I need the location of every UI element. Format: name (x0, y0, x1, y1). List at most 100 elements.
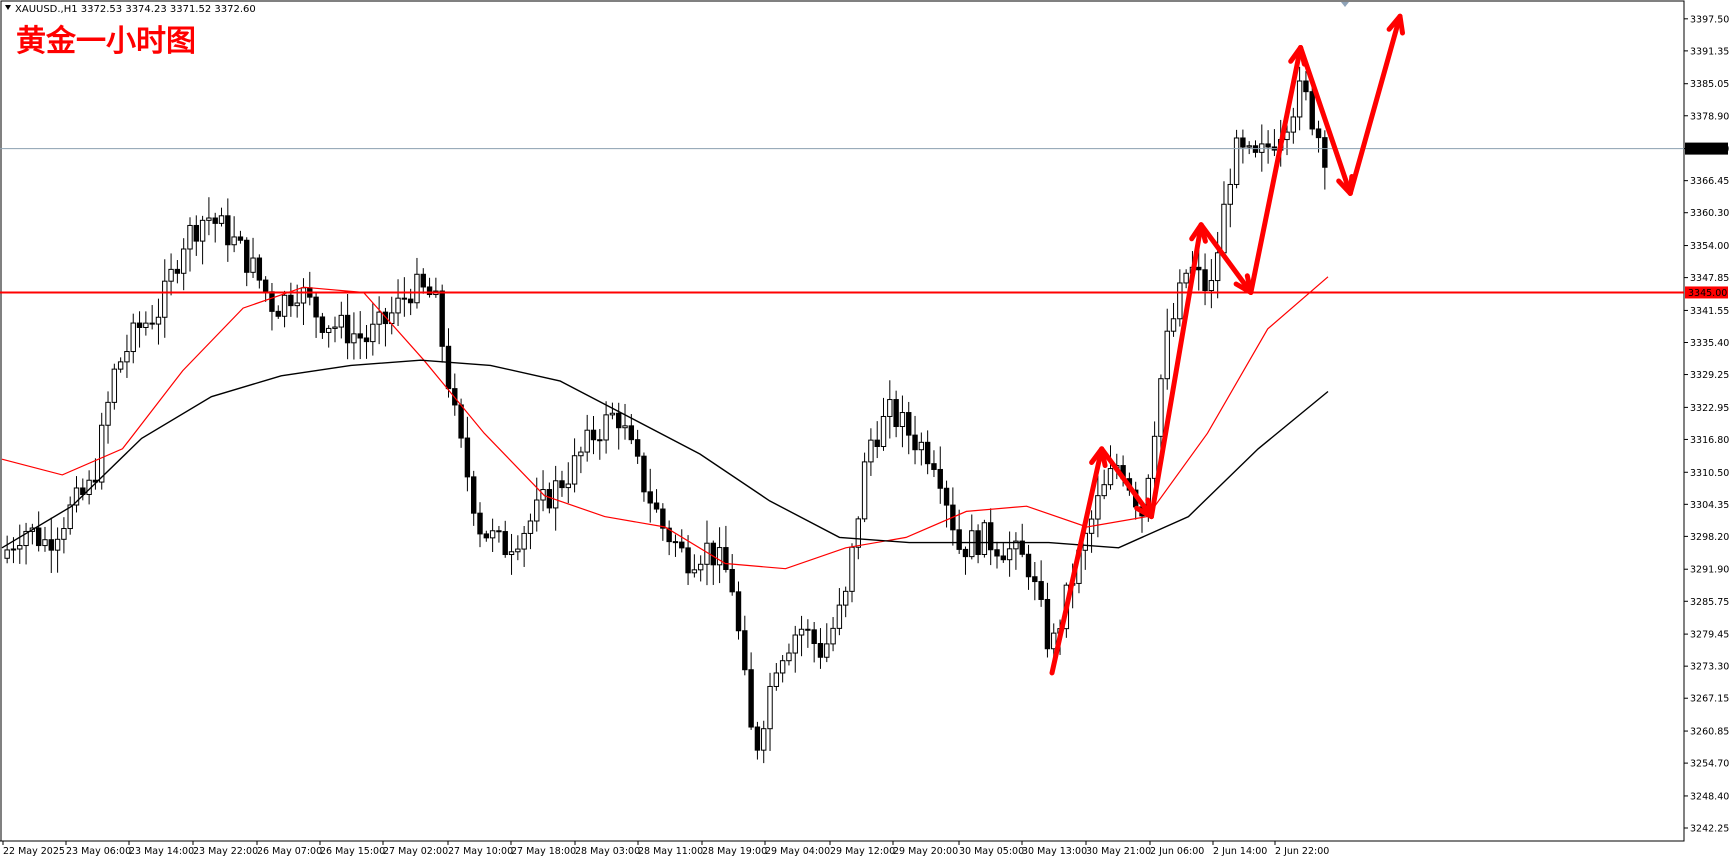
candle-bear (987, 522, 994, 551)
trend-arrow-segment (1148, 222, 1204, 520)
y-tick-label: 3285.75 (1690, 597, 1729, 608)
candle-bear (994, 549, 1000, 557)
candle-bear (477, 512, 483, 535)
candle-bear (742, 630, 748, 671)
candle-bear (924, 441, 931, 465)
ma-fast-line (1, 276, 1329, 570)
candle-bull (1208, 280, 1215, 292)
y-tick-label: 3366.45 (1690, 176, 1729, 187)
x-tick-label: 28 May 11:00 (638, 846, 703, 857)
candle-bear (1315, 128, 1322, 139)
candle-bull (155, 316, 162, 325)
candle-bear (1309, 91, 1315, 130)
candle-bull (1151, 435, 1158, 479)
candle-bear (679, 541, 685, 549)
candle-bear (1025, 553, 1032, 578)
x-tick-label: 28 May 19:00 (702, 846, 767, 857)
candle-bull (836, 604, 843, 629)
candle-bull (565, 483, 571, 489)
candle-bull (168, 268, 174, 282)
candle-bull (842, 590, 849, 606)
candle-bull (124, 351, 130, 363)
symbol-marker-icon (5, 5, 11, 10)
candle-bull (325, 327, 332, 333)
candle-bear (723, 547, 729, 570)
candle-bear (811, 629, 817, 645)
candle-bear (685, 547, 691, 574)
y-tick-label: 3267.15 (1690, 694, 1729, 705)
candle-bull (376, 311, 382, 325)
candle-bull (1290, 116, 1297, 133)
candle-bull (1107, 468, 1114, 486)
x-tick-label: 2 Jun 22:00 (1275, 846, 1329, 857)
candle-bull (130, 322, 136, 353)
candle-bull (117, 361, 124, 370)
candle-bear (244, 239, 250, 273)
candle-bear (275, 310, 281, 317)
candle-bear (937, 468, 943, 489)
candle-bull (42, 539, 48, 547)
candle-bear (80, 487, 86, 496)
trend-arrow-segment (1248, 44, 1304, 295)
candle-bear (136, 322, 143, 328)
candle-bear (262, 279, 269, 293)
candle-bear (931, 463, 937, 470)
y-tick-label: 3316.80 (1690, 435, 1729, 446)
candle-bear (426, 286, 433, 296)
candle-bull (395, 297, 401, 314)
candle-bull (351, 333, 357, 344)
y-tick-label: 3260.85 (1690, 727, 1729, 738)
candle-bull (281, 294, 288, 317)
candle-bull (1246, 145, 1252, 148)
candle-bear (1240, 137, 1246, 148)
candle-bull (830, 627, 836, 645)
candle-bear (1044, 598, 1051, 650)
candle-bull (414, 273, 420, 304)
x-tick-label: 30 May 13:00 (1022, 846, 1087, 857)
y-tick-label: 3291.90 (1690, 565, 1729, 576)
price-axis[interactable]: 3397.50 3391.35 3385.05 3378.90 3372.60 3366.… (1684, 14, 1729, 835)
candle-bear (874, 439, 880, 448)
symbol-info: XAUUSD.,H1 3372.53 3374.23 3371.52 3372.… (15, 4, 256, 15)
candle-bull (716, 547, 723, 566)
candle-bear (943, 487, 950, 506)
trend-arrow-segment (1198, 222, 1254, 295)
candle-bull (1158, 378, 1164, 437)
candle-bull (105, 401, 111, 426)
candle-bear (628, 425, 635, 441)
candle-bear (729, 568, 735, 593)
x-tick-label: 23 May 14:00 (129, 846, 194, 857)
candle-bear (672, 541, 679, 544)
candle-bear (1196, 266, 1202, 271)
candle-bear (502, 531, 508, 556)
candle-bull (1170, 318, 1177, 332)
x-tick-label: 30 May 21:00 (1086, 846, 1151, 857)
candle-bear (483, 533, 490, 539)
candle-bull (515, 548, 521, 553)
candle-bull (584, 429, 590, 453)
candle-bear (559, 480, 565, 489)
candle-bear (666, 527, 672, 543)
candle-bear (653, 502, 660, 510)
y-tick-label: 3273.30 (1690, 662, 1729, 673)
candle-bull (521, 532, 527, 550)
candle-bull (761, 728, 767, 751)
candle-bear (439, 290, 445, 347)
candle-bull (180, 248, 187, 274)
candle-bull (1006, 548, 1013, 561)
scroll-marker-icon[interactable] (1341, 2, 1349, 7)
candle-bull (855, 518, 861, 548)
candle-bull (697, 563, 704, 571)
candle-bull (300, 287, 307, 304)
candle-bull (1221, 203, 1227, 254)
candle-bear (893, 399, 899, 428)
candle-bear (956, 529, 962, 550)
y-tick-label: 3335.40 (1690, 338, 1729, 349)
candle-bear (597, 439, 603, 442)
candle-bear (912, 434, 918, 451)
x-tick-label: 26 May 07:00 (257, 846, 322, 857)
candle-bull (143, 322, 149, 328)
